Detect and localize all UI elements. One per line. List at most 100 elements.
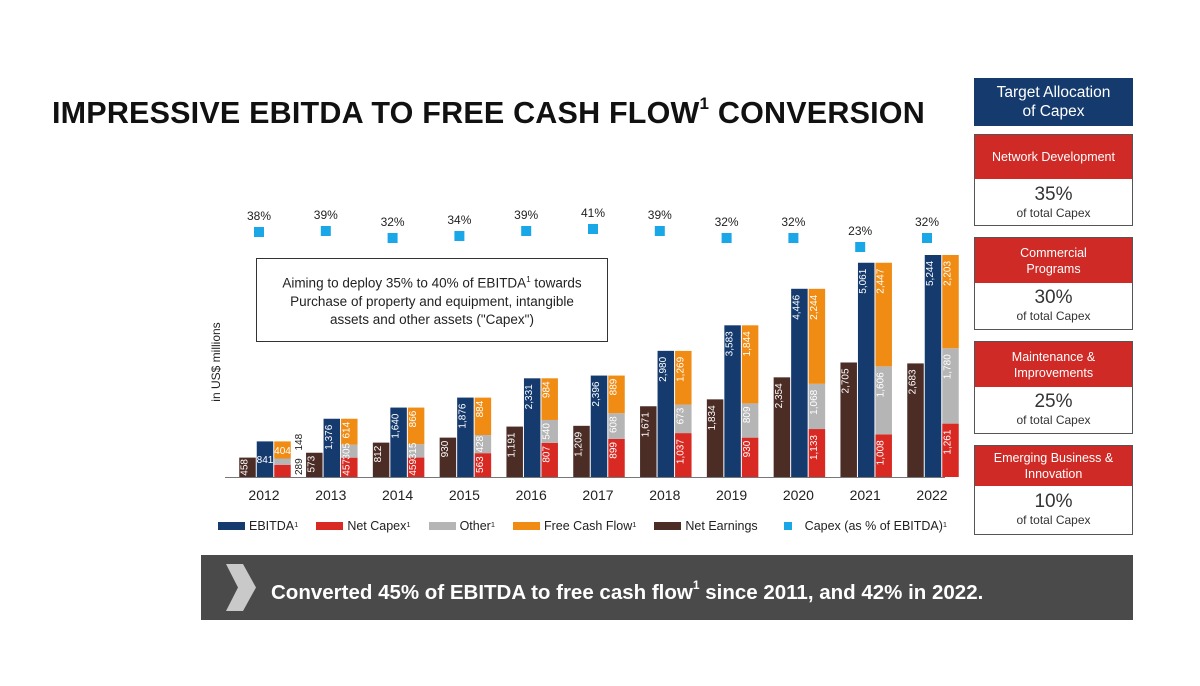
label-net-capex: 289 <box>294 458 305 475</box>
callout-line3: assets and other assets ("Capex") <box>330 311 534 327</box>
label-net-capex: 1,037 <box>675 439 686 464</box>
allocation-title-line1: Maintenance & <box>1011 349 1096 364</box>
x-tick-label: 2017 <box>582 487 613 503</box>
x-tick-label: 2019 <box>716 487 747 503</box>
legend-sup: 1 <box>406 519 411 529</box>
title-footnote: 1 <box>699 93 710 113</box>
label-other: 540 <box>542 423 553 440</box>
panel-header-line2: of Capex <box>1022 103 1085 120</box>
legend-label: Free Cash Flow <box>544 519 633 533</box>
label-free-cash-flow: 2,203 <box>943 261 954 286</box>
capex-pct-marker <box>588 224 598 234</box>
title-main: IMPRESSIVE EBITDA TO FREE CASH FLOW <box>52 96 700 130</box>
label-other: 673 <box>675 407 686 424</box>
label-net-capex: 899 <box>609 442 620 459</box>
label-ebitda: 1,640 <box>391 413 402 438</box>
label-free-cash-flow: 884 <box>475 400 486 417</box>
legend-swatch <box>316 522 344 530</box>
allocation-title-line1: Network Development <box>992 150 1115 164</box>
bar-free-cash-flow <box>541 378 558 420</box>
label-net-capex: 1,008 <box>876 440 887 465</box>
label-free-cash-flow: 1,844 <box>742 331 753 356</box>
bar-net-earnings <box>907 363 924 477</box>
label-net-earnings: 2,705 <box>841 368 852 393</box>
label-net-capex: 457 <box>341 459 352 476</box>
bar-free-cash-flow <box>407 407 425 445</box>
label-ebitda: 841 <box>257 455 274 466</box>
y-axis-label: in US$ millions <box>209 322 223 402</box>
bar-ebitda <box>724 325 741 477</box>
label-net-earnings: 2,354 <box>774 383 785 408</box>
capex-pct-label: 23% <box>848 224 872 238</box>
callout-line1b: towards <box>530 275 582 291</box>
bar-net-earnings <box>840 362 857 477</box>
x-tick-label: 2018 <box>649 487 680 503</box>
bar-net-capex <box>942 423 959 477</box>
summary-banner: Converted 45% of EBITDA to free cash flo… <box>201 555 1133 620</box>
allocation-title-line2: Programs <box>1026 261 1081 276</box>
label-net-earnings: 812 <box>373 445 384 462</box>
legend-swatch <box>654 522 682 530</box>
capex-pct-label: 38% <box>247 209 271 223</box>
allocation-pct: 30% <box>1034 287 1073 308</box>
label-net-capex: 563 <box>475 456 486 473</box>
allocation-pct: 25% <box>1034 391 1073 412</box>
legend-swatch <box>428 522 456 530</box>
legend-label: Capex (as % of EBITDA) <box>804 519 943 533</box>
label-net-capex: 459 <box>408 459 419 476</box>
legend-label: Net Earnings <box>685 519 758 533</box>
bar-net-earnings <box>306 452 323 477</box>
label-net-earnings: 573 <box>306 455 317 472</box>
callout-line1: Aiming to deploy 35% to 40% of EBITDA <box>282 275 527 291</box>
bar-other <box>407 444 425 458</box>
label-free-cash-flow: 404 <box>274 446 291 457</box>
x-tick-label: 2021 <box>850 487 881 503</box>
capex-pct-marker <box>521 226 532 236</box>
label-other: 1,606 <box>876 372 887 397</box>
bar-net-capex <box>808 429 826 477</box>
capex-pct-marker <box>855 242 866 252</box>
label-other: 148 <box>294 433 305 450</box>
bar-net-earnings <box>239 457 256 477</box>
capex-pct-label: 34% <box>447 213 471 227</box>
bar-other <box>942 348 959 424</box>
bar-other <box>675 404 692 434</box>
bar-net-capex <box>741 437 759 477</box>
label-other: 809 <box>742 406 753 423</box>
capex-pct-marker <box>721 233 732 243</box>
callout-footnote: 1 <box>526 275 531 285</box>
bar-ebitda <box>256 441 274 477</box>
legend-sup: 1 <box>942 519 948 529</box>
allocation-title: Network Development <box>975 135 1132 179</box>
bar-net-earnings <box>372 442 390 477</box>
capex-pct-label: 39% <box>514 208 538 222</box>
label-ebitda: 2,396 <box>591 381 602 406</box>
bar-net-earnings <box>573 425 590 477</box>
allocation-title: Emerging Business & Innovation <box>975 446 1132 486</box>
allocation-emerging-business-innovation: Emerging Business & Innovation 10% of tota… <box>974 445 1133 535</box>
legend-item-net-capex: Net Capex 1 <box>316 519 411 533</box>
bar-net-capex <box>474 453 492 477</box>
legend-sup: 1 <box>294 519 299 529</box>
legend-swatch <box>218 522 245 530</box>
label-net-earnings: 930 <box>440 440 451 457</box>
allocation-pct: 10% <box>1034 491 1073 512</box>
label-net-capex: 807 <box>542 446 553 463</box>
bar-other <box>541 419 558 443</box>
label-ebitda: 3,583 <box>725 331 736 356</box>
legend-item-other: Other 1 <box>428 519 495 533</box>
label-free-cash-flow: 984 <box>542 381 553 398</box>
legend-sup: 1 <box>490 519 495 529</box>
label-net-earnings: 1,671 <box>640 412 651 437</box>
panel-header-line1: Target Allocation <box>996 84 1111 101</box>
banner-main: Converted 45% of EBITDA to free cash flo… <box>271 580 693 604</box>
bar-free-cash-flow <box>875 262 892 367</box>
chart-legend: EBITDA 1 Net Capex 1 Other 1 Free Cash Flow… <box>218 516 963 536</box>
label-net-earnings: 458 <box>240 459 251 476</box>
label-ebitda: 1,876 <box>457 403 468 428</box>
allocation-title-line2: Improvements <box>1013 365 1094 380</box>
bar-net-capex <box>675 433 692 477</box>
bar-other <box>808 383 826 430</box>
bar-other <box>341 444 358 458</box>
